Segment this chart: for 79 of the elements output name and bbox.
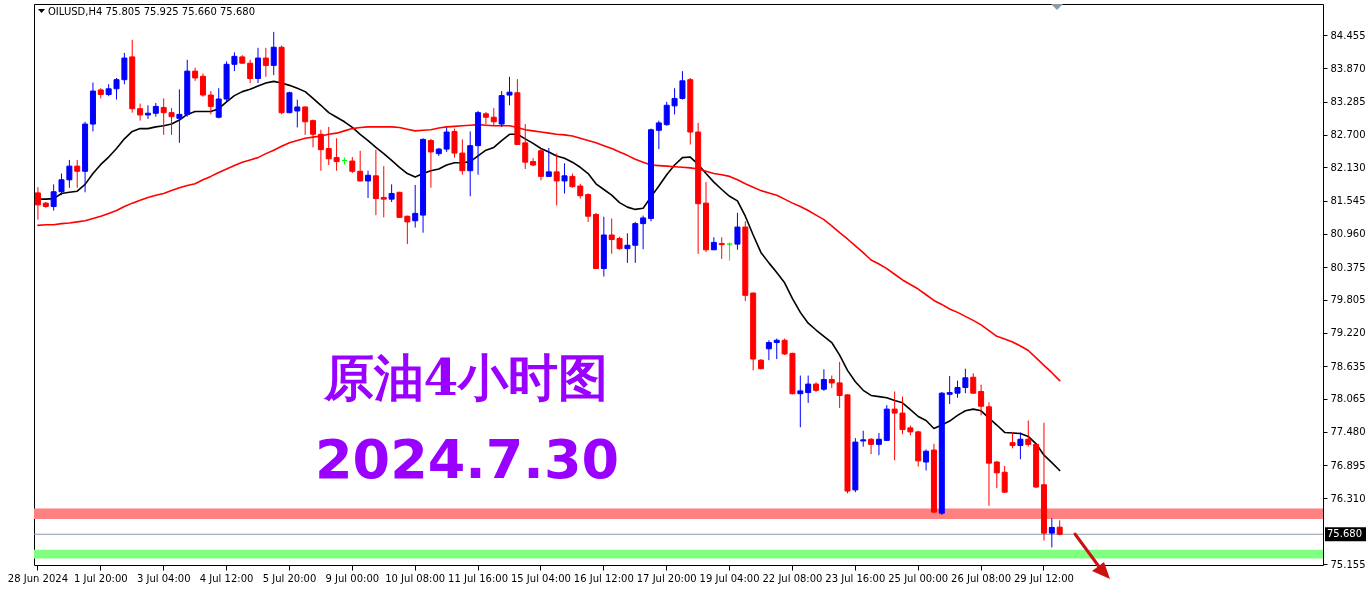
candlestick [765, 339, 772, 361]
x-tick-label: 19 Jul 04:00 [699, 572, 760, 584]
y-tick-label: 82.700 [1330, 129, 1366, 141]
x-tick-label: 4 Jul 12:00 [199, 572, 254, 584]
x-tick-label: 9 Jul 00:00 [325, 572, 380, 584]
candlestick [302, 105, 309, 136]
candlestick [74, 159, 81, 189]
candlestick [262, 47, 269, 78]
chart-title: OILUSD,H4 75.805 75.925 75.660 75.680 [48, 6, 255, 17]
y-tick-label: 79.805 [1330, 294, 1366, 306]
y-tick-label: 76.310 [1330, 492, 1366, 504]
y-tick-label: 77.480 [1330, 426, 1366, 438]
annotation: 2024.7.30 [314, 428, 620, 491]
x-tick-label: 5 Jul 20:00 [262, 572, 317, 584]
y-tick-label: 81.545 [1330, 195, 1366, 207]
y-tick-label: 78.065 [1330, 393, 1366, 405]
x-tick-label: 22 Jul 08:00 [762, 572, 823, 584]
x-tick-label: 26 Jul 08:00 [951, 572, 1012, 584]
candlestick [1048, 517, 1055, 548]
y-tick-label: 79.220 [1330, 327, 1366, 339]
candlestick [553, 153, 560, 206]
candlestick [805, 375, 812, 404]
y-tick-label: 80.960 [1330, 228, 1366, 240]
y-tick-label: 82.130 [1330, 161, 1366, 173]
x-tick-label: 23 Jul 16:00 [825, 572, 886, 584]
candlestick [34, 186, 41, 221]
candlestick [199, 72, 206, 98]
candlestick [412, 184, 419, 229]
candlestick [365, 170, 372, 199]
candlestick [255, 47, 261, 84]
candlestick [734, 212, 741, 251]
candlestick [545, 147, 552, 177]
annotation: 原油4小时图 [322, 348, 609, 407]
candlestick [357, 150, 364, 183]
x-tick-label: 17 Jul 20:00 [636, 572, 697, 584]
candlestick [427, 138, 434, 189]
candlestick [820, 368, 827, 392]
candlestick [655, 120, 662, 150]
x-tick-label: 3 Jul 04:00 [136, 572, 191, 584]
candlestick [923, 449, 930, 472]
candlestick [144, 104, 151, 120]
candlestick [797, 375, 804, 428]
candlestick [978, 384, 985, 416]
x-tick-label: 16 Jul 12:00 [573, 572, 634, 584]
y-tick-label: 83.870 [1330, 62, 1366, 74]
x-tick-label: 25 Jul 00:00 [888, 572, 949, 584]
y-tick-label: 83.285 [1330, 96, 1366, 108]
x-tick-label: 11 Jul 16:00 [448, 572, 509, 584]
candlestick [380, 165, 387, 218]
candlestick [137, 103, 144, 122]
y-tick-label: 84.455 [1330, 29, 1366, 41]
ref-line-label: 75.680 [1327, 528, 1362, 540]
candlestick [875, 432, 882, 456]
y-tick-label: 75.155 [1330, 558, 1366, 570]
candlestick [270, 31, 277, 76]
candlestick [868, 437, 875, 455]
y-tick-label: 78.635 [1330, 360, 1366, 372]
candlestick [207, 90, 214, 115]
candlestick [585, 192, 592, 223]
candlestick [993, 460, 1000, 489]
candlestick [1001, 465, 1008, 494]
candlestick [247, 59, 254, 84]
candlestick [726, 241, 733, 262]
candlestick [970, 372, 977, 395]
x-tick-label: 29 Jul 12:00 [1013, 572, 1074, 584]
candlestick [561, 162, 568, 194]
y-tick-label: 80.375 [1330, 261, 1366, 273]
x-tick-label: 1 Jul 20:00 [74, 572, 128, 584]
x-tick-label: 28 Jun 2024 [7, 572, 69, 584]
candlestick [718, 236, 725, 260]
candlestick [773, 338, 780, 360]
candlestick [317, 129, 324, 172]
x-tick-label: 10 Jul 08:00 [385, 572, 446, 584]
candlestick [1025, 419, 1032, 448]
x-tick-label: 15 Jul 04:00 [510, 572, 571, 584]
candlestick [640, 215, 647, 250]
candlestick [372, 149, 379, 216]
y-tick-label: 76.895 [1330, 459, 1366, 471]
candlestick [1017, 431, 1024, 460]
